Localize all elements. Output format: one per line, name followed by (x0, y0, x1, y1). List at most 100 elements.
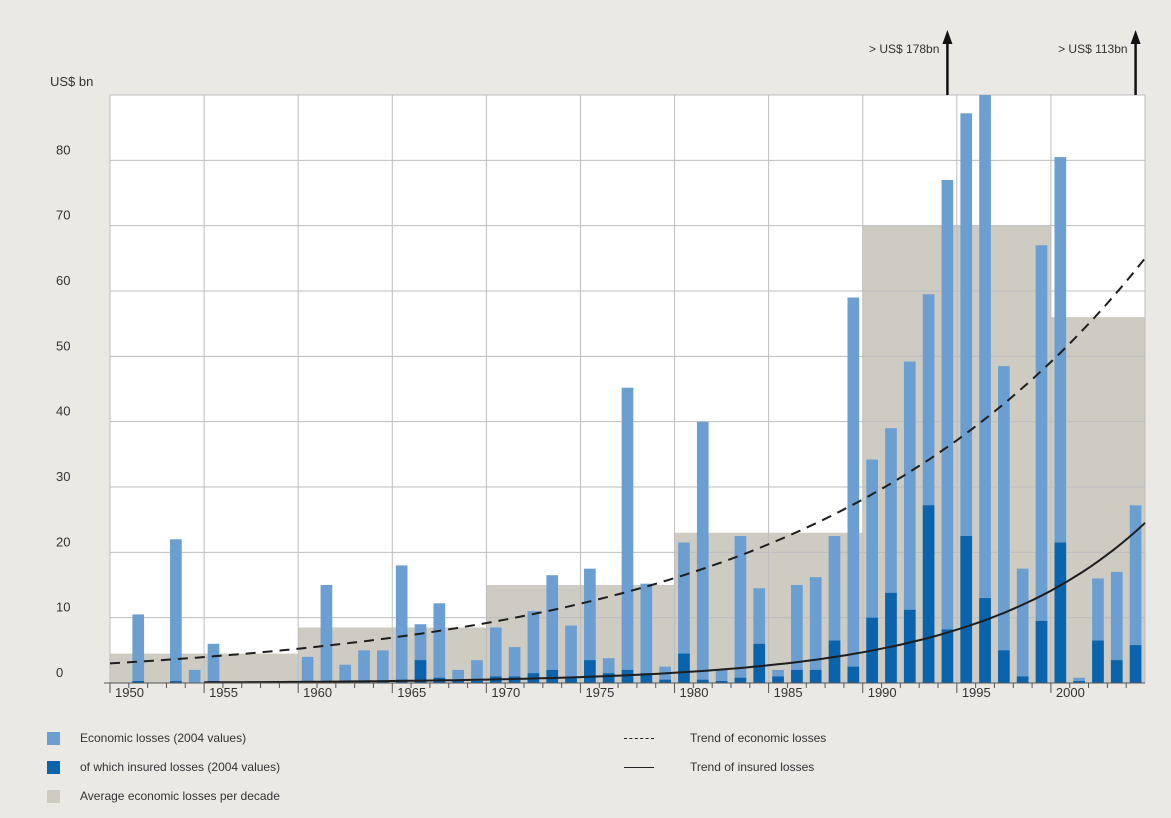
bar-economic-1981 (696, 421, 709, 683)
y-tick-label-50: 50 (56, 338, 70, 353)
bar-economic-1963 (358, 650, 370, 683)
bar-insured-1980 (678, 653, 690, 683)
bar-economic-1953 (170, 539, 182, 683)
y-tick-label-60: 60 (56, 273, 70, 288)
bar-economic-1955 (207, 643, 220, 683)
bar-insured-1953 (170, 681, 182, 683)
bar-economic-1971 (508, 647, 521, 683)
bar-insured-1968 (452, 681, 464, 683)
x-tick-label-1995: 1995 (962, 685, 991, 700)
bar-insured-1987 (809, 669, 822, 683)
bar-economic-1974 (565, 625, 577, 683)
bar-insured-1976 (602, 673, 615, 683)
bar-economic-1968 (452, 669, 464, 683)
bar-economic-1979 (659, 666, 671, 683)
y-tick-label-10: 10 (56, 600, 70, 615)
x-tick-label-1985: 1985 (774, 685, 803, 700)
bar-economic-1954 (188, 669, 201, 683)
bar-economic-1965 (395, 565, 408, 683)
bar-insured-1995 (960, 536, 973, 683)
bar-insured-1998 (1016, 676, 1029, 683)
bar-insured-1989 (847, 666, 860, 683)
annotation-label-2004: > US$ 113bn (1058, 42, 1128, 56)
bar-economic-1973 (546, 575, 559, 683)
annotation-arrow-head-1994 (942, 30, 953, 44)
bar-insured-1974 (565, 676, 577, 683)
x-tick-label-1960: 1960 (303, 685, 332, 700)
x-tick-label-1955: 1955 (209, 685, 238, 700)
y-tick-label-0: 0 (56, 665, 63, 680)
bar-insured-1999 (1035, 620, 1048, 683)
bar-insured-1993 (922, 505, 935, 683)
bar-insured-1973 (546, 669, 559, 683)
bar-insured-1992 (903, 609, 916, 683)
bar-economic-1961 (320, 585, 333, 683)
bar-economic-1999 (1035, 245, 1048, 683)
bar-economic-1960 (301, 656, 314, 683)
bar-insured-1981 (696, 679, 709, 683)
trend-line-insured (204, 522, 1146, 684)
bar-economic-1986 (791, 585, 803, 683)
bar-economic-1992 (903, 361, 916, 683)
x-tick-label-1975: 1975 (585, 685, 614, 700)
x-tick-label-1950: 1950 (115, 685, 144, 700)
bar-economic-2000 (1054, 157, 1067, 684)
y-tick-label-20: 20 (56, 534, 70, 549)
bar-economic-1970 (489, 627, 502, 683)
bar-economic-1998 (1016, 568, 1029, 683)
bar-economic-1989 (847, 297, 860, 683)
bar-economic-2002 (1092, 578, 1104, 683)
bar-economic-1996 (979, 95, 991, 683)
trend-line-economic (109, 257, 1146, 665)
y-tick-label-40: 40 (56, 404, 70, 419)
bar-economic-2001 (1073, 677, 1085, 683)
bar-insured-1991 (885, 592, 897, 683)
x-tick-label-1970: 1970 (491, 685, 520, 700)
bar-insured-1982 (715, 681, 728, 683)
y-tick-label-70: 70 (56, 208, 70, 223)
bar-insured-1975 (584, 660, 596, 683)
bar-economic-1975 (584, 568, 596, 683)
bar-economic-1978 (640, 583, 653, 683)
bar-insured-1966 (414, 660, 427, 683)
bar-economic-1967 (433, 603, 446, 683)
bar-insured-2000 (1054, 542, 1067, 683)
bar-economic-1969 (471, 660, 483, 683)
bar-economic-1995 (960, 113, 973, 683)
bar-economic-1964 (377, 650, 389, 683)
bar-economic-1993 (922, 294, 935, 683)
bar-insured-2001 (1073, 681, 1085, 683)
bar-insured-2004 (1129, 645, 1142, 683)
bar-economic-1982 (715, 669, 728, 683)
bar-insured-1997 (998, 650, 1010, 683)
bar-economic-1966 (414, 624, 427, 683)
bar-economic-1991 (885, 428, 897, 683)
bar-economic-2003 (1110, 571, 1123, 683)
bar-insured-1984 (753, 643, 766, 683)
x-tick-label-2000: 2000 (1056, 685, 1085, 700)
bar-insured-1988 (828, 640, 841, 683)
annotation-arrow-head-2004 (1130, 30, 1141, 44)
bar-economic-1980 (678, 542, 690, 683)
bar-insured-1986 (791, 669, 803, 683)
bar-economic-1962 (339, 664, 352, 683)
bar-economic-1972 (527, 611, 540, 683)
bar-insured-2003 (1110, 660, 1123, 683)
bar-insured-1951 (132, 681, 145, 683)
bar-economic-1988 (828, 536, 841, 683)
bar-economic-1951 (132, 614, 145, 683)
bar-economic-1984 (753, 588, 766, 683)
annotation-label-1994: > US$ 178bn (869, 42, 939, 56)
bar-economic-1976 (602, 658, 615, 683)
bar-economic-2004 (1129, 505, 1142, 683)
bar-insured-1983 (734, 677, 747, 683)
bar-insured-1979 (659, 679, 671, 683)
y-tick-label-30: 30 (56, 469, 70, 484)
x-tick-label-1965: 1965 (397, 685, 426, 700)
bar-economic-1983 (734, 536, 747, 683)
bar-insured-1985 (772, 676, 784, 683)
bar-economic-1987 (809, 577, 822, 683)
y-axis-label: US$ bn (50, 74, 93, 89)
